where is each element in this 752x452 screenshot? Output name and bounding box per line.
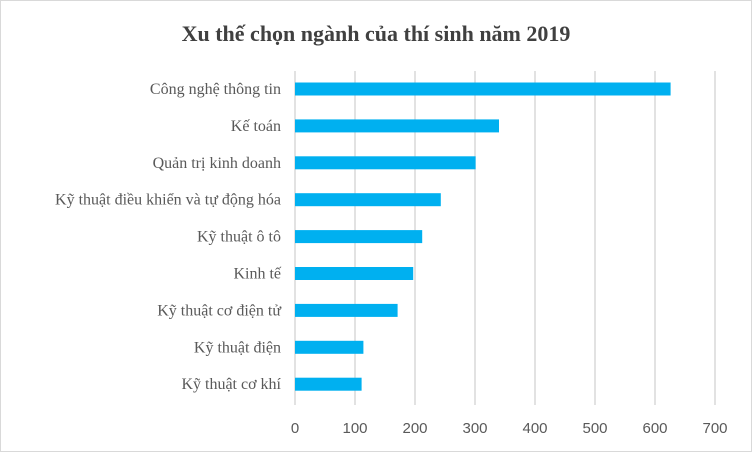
category-label: Quản trị kinh doanh [153,155,281,172]
x-tick-label: 400 [522,420,547,437]
x-tick-label: 500 [582,420,607,437]
x-tick-label: 600 [642,420,667,437]
bar [295,303,398,317]
bar [295,230,423,244]
x-tick-label: 0 [291,420,299,437]
category-label: Kỹ thuật ô tô [197,229,281,246]
bar [295,267,414,280]
category-label: Kế toán [231,118,281,135]
x-tick-label: 200 [402,420,427,437]
x-tick-label: 300 [462,420,487,437]
x-tick-label: 700 [702,420,727,437]
bar [295,119,499,133]
chart-title: Xu thế chọn ngành của thí sinh năm 2019 [182,21,571,46]
bar [295,82,671,96]
bar [295,156,476,170]
category-label: Công nghệ thông tin [150,81,281,98]
bar [295,377,362,391]
category-label: Kỹ thuật cơ khí [181,376,281,393]
category-label: Kỹ thuật điều khiển và tự động hóa [55,192,281,209]
x-tick-label: 100 [342,420,367,437]
bar [295,340,364,354]
bar [295,193,441,207]
category-label: Kỹ thuật cơ điện tử [157,302,282,319]
category-label: Kỹ thuật điện [194,339,281,356]
category-label: Kinh tế [233,266,281,283]
